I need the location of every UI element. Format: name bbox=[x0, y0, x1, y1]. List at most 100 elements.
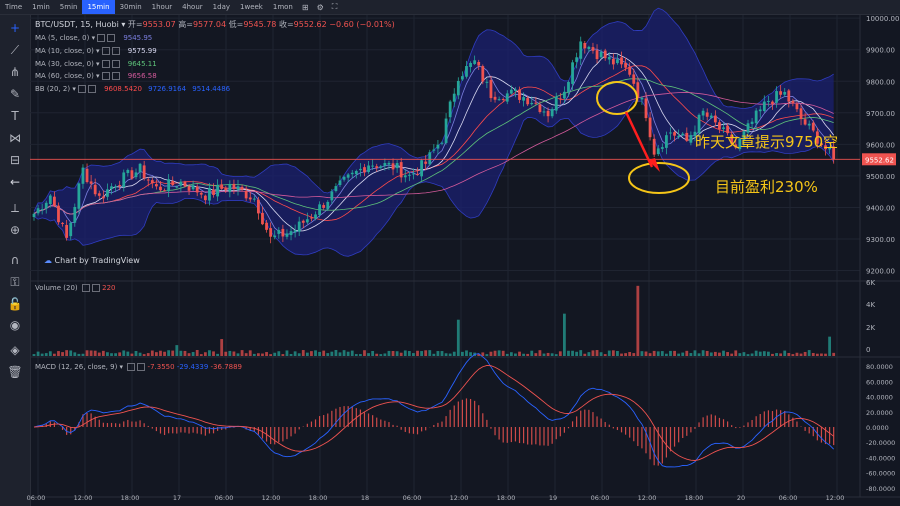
candle-body bbox=[101, 196, 105, 199]
timeframe-1mon[interactable]: 1mon bbox=[272, 3, 293, 11]
volume-bar bbox=[342, 350, 346, 356]
hide-icon[interactable] bbox=[81, 284, 90, 292]
volume-bar bbox=[632, 353, 636, 356]
volume-bar bbox=[212, 351, 215, 356]
hide-icon[interactable] bbox=[101, 46, 110, 55]
candle-body bbox=[73, 207, 77, 223]
volume-bar bbox=[32, 354, 36, 356]
timeframe-1hour[interactable]: 1hour bbox=[151, 3, 173, 11]
volume-bar bbox=[428, 350, 432, 356]
close-icon[interactable] bbox=[111, 46, 120, 55]
candle-body bbox=[709, 115, 713, 118]
timeframe-1min[interactable]: 1min bbox=[32, 3, 50, 11]
volume-bar bbox=[652, 350, 656, 356]
candle-body bbox=[624, 62, 627, 68]
volume-bar bbox=[403, 350, 407, 356]
indicator-label[interactable]: MA (60, close, 0) ▾ bbox=[35, 72, 100, 81]
hide-icon[interactable] bbox=[127, 363, 136, 371]
volume-bar bbox=[163, 351, 166, 356]
volume-bar bbox=[599, 352, 603, 356]
measure-icon[interactable]: ⊟ bbox=[9, 153, 21, 167]
candle-body bbox=[338, 180, 342, 185]
volume-bar bbox=[448, 353, 452, 356]
volume-bar bbox=[538, 350, 542, 356]
candle-body bbox=[342, 176, 346, 180]
pitchfork-icon[interactable]: ⋔ bbox=[9, 65, 21, 79]
candle-body bbox=[387, 162, 391, 165]
indicator-label[interactable]: BB (20, 2) ▾ bbox=[35, 85, 76, 94]
zoom-icon[interactable]: ⊕ bbox=[9, 223, 21, 237]
indicators-icon[interactable]: ⊞ bbox=[301, 2, 309, 12]
volume-bar bbox=[530, 350, 534, 356]
candle-body bbox=[501, 98, 505, 100]
volume-bar bbox=[252, 353, 256, 356]
hide-icon[interactable] bbox=[101, 72, 110, 81]
time-tick-label: 17 bbox=[173, 494, 181, 502]
candle-body bbox=[289, 231, 293, 236]
hide-icon[interactable] bbox=[97, 34, 106, 42]
macd-tick-label: 0.0000 bbox=[866, 424, 889, 432]
close-icon[interactable] bbox=[111, 72, 120, 81]
volume-bar bbox=[265, 352, 268, 356]
close-icon[interactable] bbox=[111, 59, 120, 68]
close-icon[interactable] bbox=[87, 85, 96, 94]
volume-bar bbox=[501, 350, 505, 356]
timeframe-30min[interactable]: 30min bbox=[119, 3, 142, 11]
timeframe-15min[interactable]: 15min bbox=[82, 0, 115, 14]
brush-icon[interactable]: ✎ bbox=[9, 87, 21, 101]
macd-value-1: -7.3550 bbox=[147, 363, 175, 371]
timeframe-1week[interactable]: 1week bbox=[240, 3, 263, 11]
indicator-label[interactable]: MA (30, close, 0) ▾ bbox=[35, 59, 100, 68]
lock-icon[interactable]: 🔓 bbox=[7, 297, 23, 311]
timeframe-5min[interactable]: 5min bbox=[59, 3, 78, 11]
candle-body bbox=[787, 90, 791, 102]
crosshair-icon[interactable]: + bbox=[9, 21, 21, 35]
magnet-icon[interactable]: ∩ bbox=[10, 253, 20, 267]
timeframe-4hour[interactable]: 4hour bbox=[182, 3, 203, 11]
candle-body bbox=[175, 186, 179, 188]
close-icon[interactable] bbox=[91, 284, 100, 292]
pattern-icon[interactable]: ⋈ bbox=[9, 131, 21, 145]
volume-bar bbox=[118, 352, 122, 356]
candle-body bbox=[350, 172, 354, 175]
lock-draw-icon[interactable]: ⚿ bbox=[10, 275, 20, 289]
eye-icon[interactable]: ◉ bbox=[9, 318, 21, 332]
hide-icon[interactable] bbox=[77, 85, 86, 94]
fullscreen-icon[interactable]: ⛶ bbox=[331, 2, 338, 11]
candle-body bbox=[248, 197, 252, 200]
close-icon[interactable] bbox=[107, 34, 116, 42]
time-tick-label: 18:00 bbox=[497, 494, 516, 502]
macd-value-3: -36.7889 bbox=[210, 363, 243, 371]
open-label: 开= bbox=[127, 20, 143, 29]
settings-icon[interactable]: ⚙ bbox=[316, 2, 324, 12]
candle-body bbox=[326, 201, 330, 210]
volume-bar bbox=[281, 354, 285, 356]
trend-line-icon[interactable]: ⟋ bbox=[10, 43, 20, 57]
trash-icon[interactable]: 🗑 bbox=[7, 365, 23, 379]
indicator-label[interactable]: MA (10, close, 0) ▾ bbox=[35, 46, 100, 55]
volume-bar bbox=[550, 353, 554, 356]
candle-body bbox=[628, 66, 632, 75]
candle-body bbox=[97, 193, 101, 196]
symbol-label[interactable]: BTC/USDT, 15, Huobi bbox=[35, 20, 119, 29]
ruler-icon[interactable]: ⟂ bbox=[10, 201, 19, 215]
timeframe-1day[interactable]: 1day bbox=[212, 3, 231, 11]
volume-bar bbox=[110, 353, 113, 356]
text-icon[interactable]: T bbox=[11, 109, 19, 123]
volume-bar bbox=[69, 350, 73, 356]
hide-icon[interactable] bbox=[101, 59, 110, 68]
back-arrow-icon[interactable]: ← bbox=[9, 175, 21, 189]
volume-bar bbox=[595, 350, 599, 356]
layers-icon[interactable]: ◈ bbox=[10, 343, 20, 357]
time-tick-label: 18 bbox=[361, 494, 369, 502]
volume-tick-label: 0 bbox=[866, 346, 870, 354]
volume-bar bbox=[440, 351, 444, 356]
candle-body bbox=[477, 61, 481, 66]
volume-bar bbox=[106, 352, 109, 356]
volume-bar bbox=[183, 350, 187, 356]
indicator-label[interactable]: MA (5, close, 0) ▾ bbox=[35, 34, 96, 42]
close-icon[interactable] bbox=[137, 363, 146, 371]
volume-bar bbox=[416, 350, 419, 356]
candle-body bbox=[754, 110, 758, 124]
